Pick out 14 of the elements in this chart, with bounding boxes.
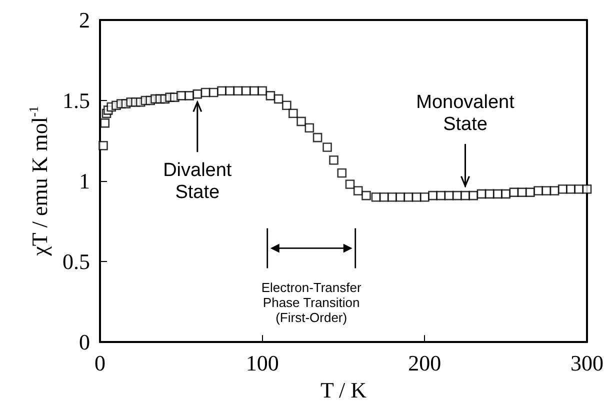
annotation: Monovalent State xyxy=(416,92,516,135)
x-tick-label: 200 xyxy=(408,350,442,376)
x-tick-label: 0 xyxy=(94,350,106,376)
y-axis-title: χT / emu K mol-1 xyxy=(26,106,52,257)
annotation: Divalent State xyxy=(163,160,232,203)
x-tick-label: 100 xyxy=(246,350,279,376)
x-tick-label: 300 xyxy=(570,350,604,376)
annotation: Electron-Transfer Phase Transition (First-Order) xyxy=(261,280,362,326)
y-tick-label: 1.5 xyxy=(62,88,90,114)
y-tick-label: 2 xyxy=(79,8,90,32)
y-tick-label: 1 xyxy=(79,168,90,194)
y-tick-label: 0 xyxy=(79,330,90,355)
x-axis-title: T / K xyxy=(320,378,367,402)
y-tick-label: 0.5 xyxy=(62,249,90,274)
